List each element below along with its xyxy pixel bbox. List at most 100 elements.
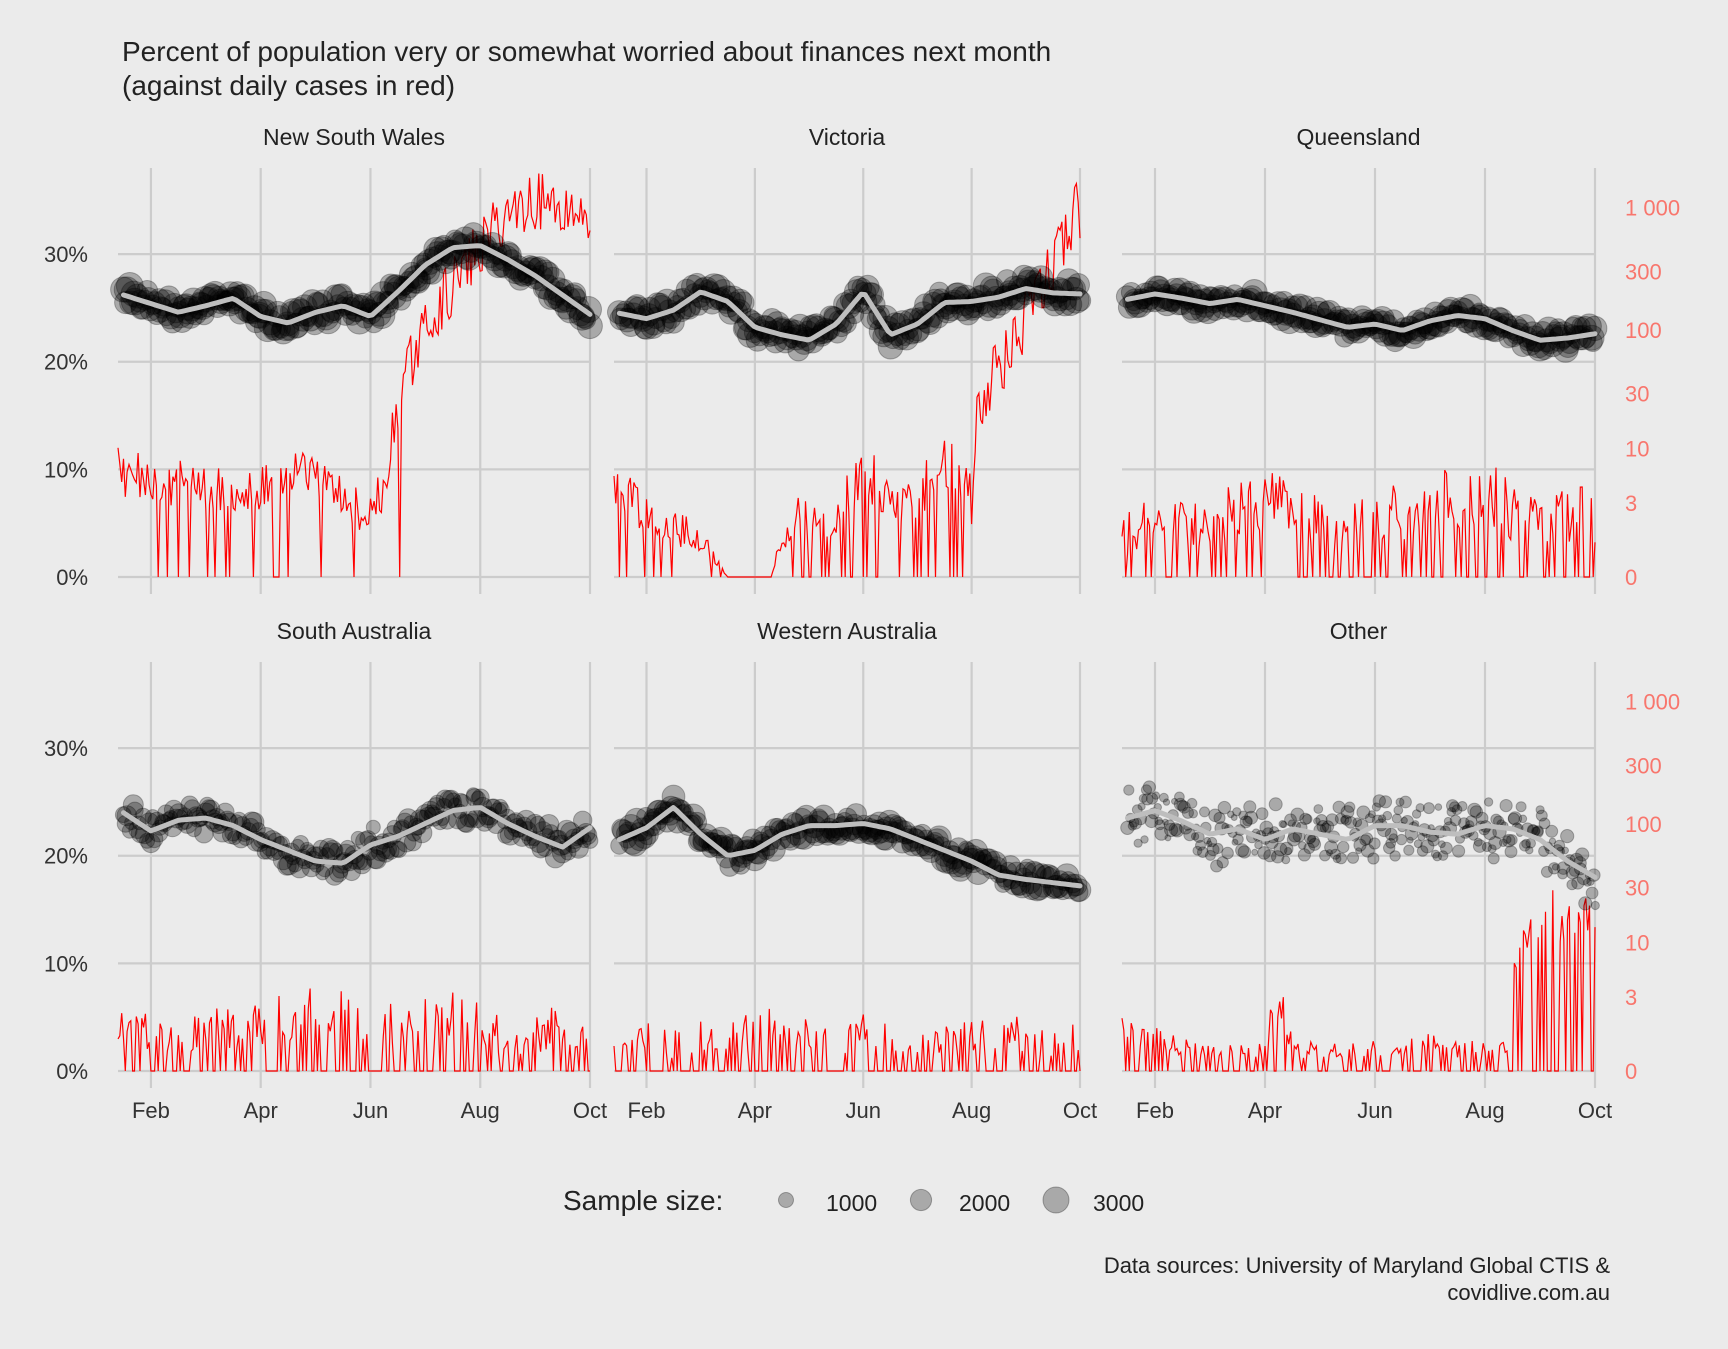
- y-right-tick-label: 1 000: [1625, 689, 1680, 714]
- survey-point: [289, 857, 310, 879]
- survey-point: [839, 288, 863, 311]
- smooth-trend-line: [121, 805, 593, 866]
- survey-point: [1127, 821, 1138, 831]
- survey-point: [199, 796, 216, 814]
- survey-point: [1259, 820, 1274, 835]
- survey-point: [1446, 799, 1459, 813]
- survey-point: [1254, 840, 1263, 850]
- survey-point: [1506, 834, 1518, 846]
- survey-point: [464, 813, 479, 829]
- survey-point: [799, 315, 821, 337]
- survey-point: [139, 832, 156, 849]
- survey-point: [1545, 824, 1559, 838]
- panel-title: Other: [1330, 618, 1388, 644]
- survey-point: [646, 799, 672, 825]
- survey-point: [497, 827, 515, 844]
- smooth-trend-line: [121, 243, 593, 326]
- survey-point: [929, 281, 950, 303]
- survey-point: [1173, 797, 1187, 811]
- panel-title: South Australia: [277, 618, 432, 644]
- survey-point: [1174, 791, 1185, 803]
- legend-label-2000: 2000: [959, 1190, 1010, 1216]
- survey-point: [1284, 813, 1297, 827]
- survey-point: [1378, 814, 1387, 823]
- x-tick-label: Aug: [1465, 1098, 1504, 1123]
- survey-point: [365, 819, 381, 835]
- panel-western-australia: Western Australia Feb Apr Jun Aug Oct: [610, 618, 1097, 1123]
- survey-point: [1308, 837, 1322, 851]
- survey-point: [1193, 831, 1205, 844]
- size-legend: Sample size: 1000 2000 3000: [563, 1185, 1144, 1216]
- survey-point: [1162, 798, 1171, 806]
- survey-point: [1355, 847, 1363, 855]
- survey-point: [1535, 809, 1548, 822]
- panel-south-australia: South Australia 0% 10% 20% 30% Feb Apr Jun Aug Oc…: [44, 618, 607, 1123]
- legend-key-circle: [1042, 1186, 1070, 1214]
- survey-point: [1163, 819, 1176, 831]
- survey-point: [1164, 822, 1179, 838]
- survey-point: [1467, 802, 1482, 818]
- legend-key-circle: [909, 1188, 933, 1212]
- y-left-tick-label: 30%: [44, 736, 88, 761]
- survey-point: [1440, 841, 1453, 855]
- x-tick-label: Jun: [353, 1098, 388, 1123]
- survey-point: [398, 808, 419, 829]
- x-tick-label: Oct: [1063, 1098, 1097, 1123]
- survey-point: [1297, 848, 1312, 862]
- survey-point: [1203, 836, 1212, 845]
- survey-point: [1346, 851, 1360, 864]
- survey-point: [1519, 840, 1531, 852]
- survey-point: [1176, 799, 1189, 812]
- survey-point: [1499, 799, 1513, 813]
- survey-point: [1367, 810, 1376, 819]
- survey-point: [243, 811, 265, 833]
- smooth-trend-line: [1125, 808, 1598, 880]
- survey-point: [1335, 852, 1348, 865]
- survey-point: [1507, 811, 1523, 826]
- y-left-tick-label: 30%: [44, 242, 88, 267]
- survey-point: [1487, 844, 1497, 854]
- x-tick-label: Feb: [628, 1098, 666, 1123]
- survey-point: [1192, 845, 1203, 856]
- survey-point: [1340, 805, 1355, 819]
- panel-title: Queensland: [1296, 124, 1420, 150]
- survey-point: [1416, 845, 1429, 857]
- survey-point: [1286, 832, 1301, 847]
- daily-cases-line: [1121, 467, 1596, 578]
- survey-point: [1230, 814, 1238, 821]
- survey-point: [1279, 841, 1294, 856]
- survey-point: [1540, 865, 1553, 878]
- smooth-trend-line: [616, 805, 1083, 889]
- survey-point: [1399, 795, 1412, 809]
- survey-point: [1469, 805, 1484, 819]
- y-left-tick-label: 20%: [44, 844, 88, 869]
- survey-point: [1449, 814, 1462, 827]
- survey-point: [1221, 846, 1234, 860]
- x-tick-label: Feb: [1136, 1098, 1174, 1123]
- survey-point: [1382, 810, 1393, 821]
- y-right-tick-label: 0: [1625, 1059, 1637, 1084]
- survey-point: [1340, 815, 1350, 825]
- survey-point: [400, 266, 429, 294]
- survey-point: [318, 838, 339, 858]
- survey-point: [1452, 844, 1466, 858]
- survey-point: [1313, 817, 1321, 825]
- survey-point: [390, 840, 408, 859]
- survey-point: [1154, 826, 1169, 841]
- survey-point: [352, 854, 372, 875]
- survey-point: [1325, 813, 1339, 827]
- survey-point: [1449, 801, 1461, 813]
- survey-point: [1340, 814, 1352, 826]
- y-right-tick-label: 30: [1625, 875, 1649, 900]
- survey-point: [185, 821, 202, 838]
- survey-point: [1154, 816, 1163, 826]
- survey-point: [575, 296, 602, 323]
- survey-point: [1391, 813, 1402, 824]
- survey-point: [1183, 828, 1197, 842]
- survey-point: [1067, 878, 1092, 902]
- daily-cases-line: [613, 181, 1081, 578]
- panel-other: Other 0 3 10 30 100 300 1 000 Feb Apr Jun Aug Oct: [1120, 618, 1680, 1123]
- survey-point: [361, 290, 389, 319]
- survey-point: [1557, 868, 1568, 880]
